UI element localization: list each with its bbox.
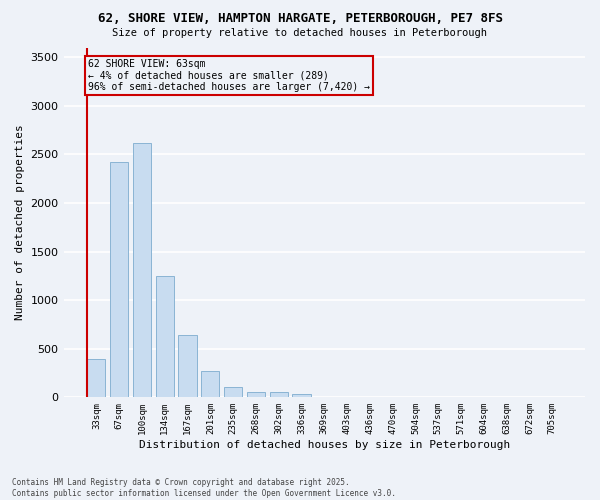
Bar [133, 142, 151, 398]
Bar [155, 276, 174, 398]
Bar [292, 394, 311, 398]
Text: Size of property relative to detached houses in Peterborough: Size of property relative to detached ho… [113, 28, 487, 38]
Text: 62 SHORE VIEW: 63sqm
← 4% of detached houses are smaller (289)
96% of semi-detac: 62 SHORE VIEW: 63sqm ← 4% of detached ho… [88, 59, 370, 92]
X-axis label: Distribution of detached houses by size in Peterborough: Distribution of detached houses by size … [139, 440, 510, 450]
Bar [201, 371, 220, 398]
Text: Contains HM Land Registry data © Crown copyright and database right 2025.
Contai: Contains HM Land Registry data © Crown c… [12, 478, 396, 498]
Bar [224, 386, 242, 398]
Y-axis label: Number of detached properties: Number of detached properties [15, 124, 25, 320]
Bar [247, 392, 265, 398]
Bar [110, 162, 128, 398]
Bar [269, 392, 288, 398]
Bar [87, 360, 106, 398]
Text: 62, SHORE VIEW, HAMPTON HARGATE, PETERBOROUGH, PE7 8FS: 62, SHORE VIEW, HAMPTON HARGATE, PETERBO… [97, 12, 503, 26]
Bar [178, 335, 197, 398]
